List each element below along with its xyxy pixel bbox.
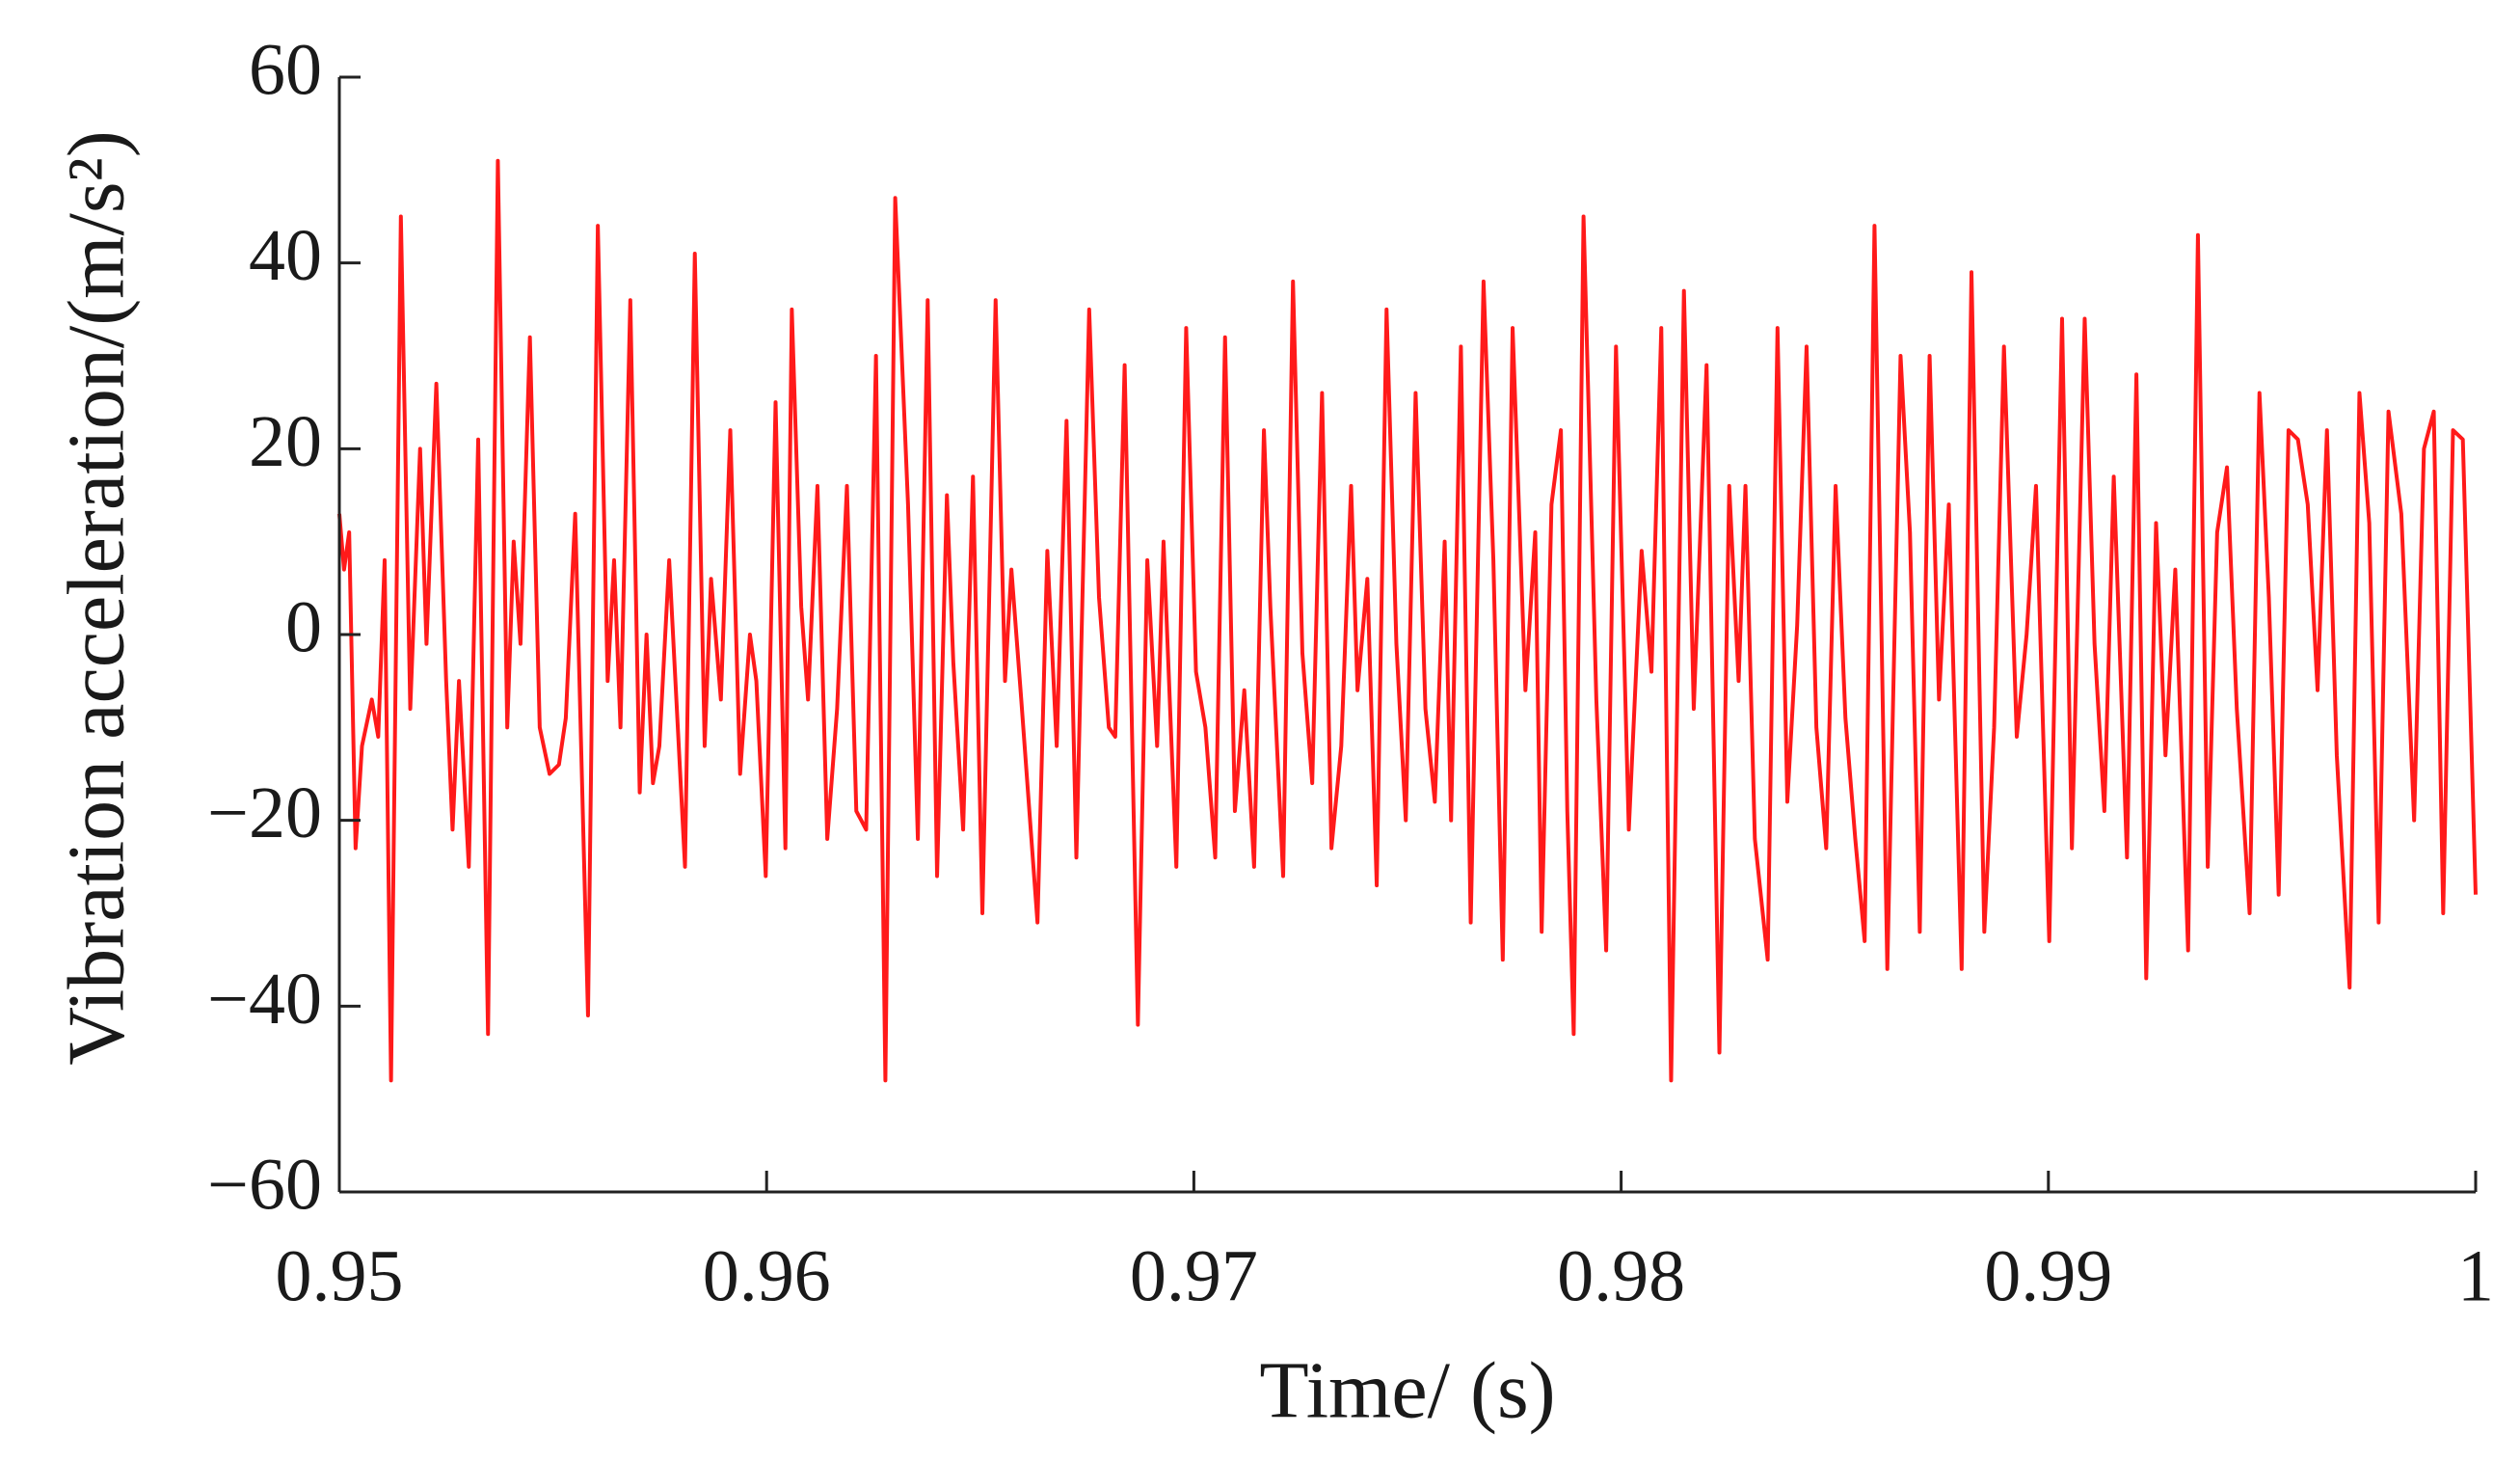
- x-tick-label: 0.97: [1130, 1235, 1258, 1316]
- x-tick-label: 0.99: [1984, 1235, 2112, 1316]
- y-tick-label: 40: [249, 215, 322, 296]
- y-tick-label: 60: [249, 29, 322, 110]
- x-tick-label: 1: [2457, 1235, 2494, 1316]
- data-line: [337, 158, 2478, 1083]
- y-tick-label: −20: [207, 772, 322, 853]
- y-axis-label: Vibration acceleration/(m/s²): [51, 130, 141, 1065]
- y-tick-label: −60: [207, 1144, 322, 1225]
- y-tick-label: 0: [285, 586, 322, 667]
- y-tick-label: −40: [207, 959, 322, 1040]
- x-tick-label: 0.95: [276, 1235, 404, 1316]
- x-axis-label: Time/ (s): [1259, 1345, 1555, 1435]
- y-tick-label: 20: [249, 401, 322, 482]
- x-tick-label: 0.98: [1557, 1235, 1685, 1316]
- x-tick-label: 0.96: [703, 1235, 831, 1316]
